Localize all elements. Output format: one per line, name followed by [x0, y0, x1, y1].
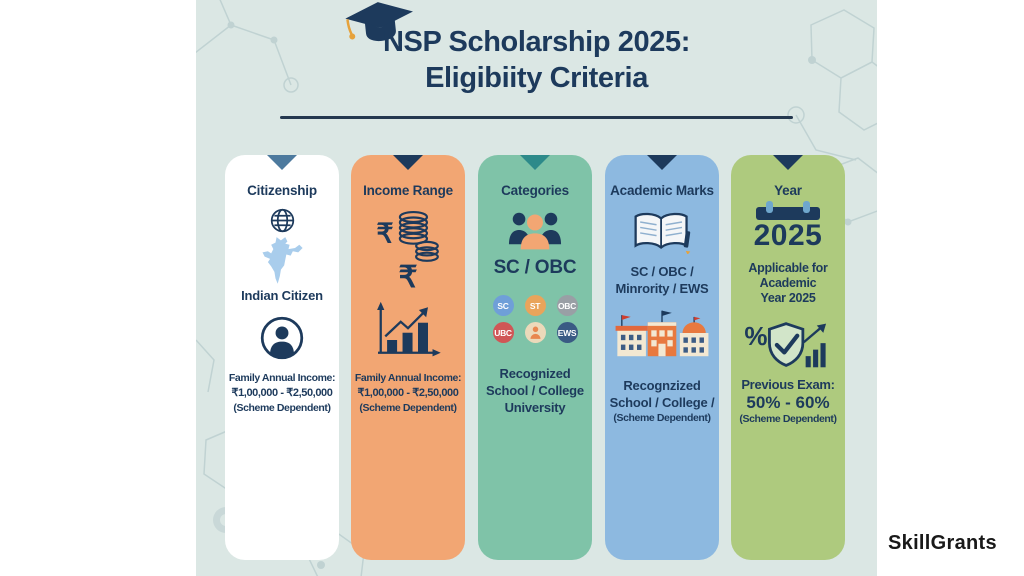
year-value: 2025: [753, 219, 823, 252]
growth-bar-chart-icon: [377, 301, 441, 357]
category-badge-st: ST: [524, 295, 546, 316]
card-notch: [393, 155, 423, 170]
india-map-icon: [262, 237, 303, 284]
footer-line: University: [504, 400, 566, 415]
footer-line: (Scheme Dependent): [739, 413, 837, 425]
percent-shield-check-icon: %: [744, 321, 827, 368]
graduation-cap-icon: [345, 2, 413, 42]
person-circle-icon: [260, 316, 304, 360]
citizenship-label: Indian Citizen: [241, 288, 323, 303]
footer-line: School / College /: [609, 395, 715, 410]
footer-line: 50% - 60%: [746, 393, 830, 412]
applicable-line: Academic: [759, 276, 817, 290]
svg-text:%: %: [744, 321, 767, 351]
footer-line: School / College: [486, 383, 584, 398]
card-categories: Categories SC / OBC SC ST OBC UBC: [478, 155, 592, 560]
svg-text:₹: ₹: [376, 217, 393, 248]
footer-line: Family Annual Income:: [228, 372, 336, 384]
card-notch: [773, 155, 803, 170]
card-citizenship: Citizenship Indian Citizen: [225, 155, 339, 560]
footer-line: Recognized: [499, 366, 571, 381]
person-badge-icon: [529, 326, 541, 339]
card-notch: [267, 155, 297, 170]
card-notch: [647, 155, 677, 170]
open-book-icon: [634, 212, 691, 254]
categories-label: SC / OBC: [493, 257, 577, 278]
category-badge-person: [524, 322, 546, 343]
applicable-line: Year 2025: [760, 291, 816, 305]
footer-line: (Scheme Dependent): [359, 402, 457, 414]
marks-categories-line2: Minrority / EWS: [615, 281, 709, 296]
category-badge-ubc: UBC: [492, 322, 514, 343]
category-badges: SC ST OBC UBC EWS: [478, 295, 592, 343]
globe-icon: [270, 208, 294, 233]
card-year: Year 2025 Applicable for Academic Year 2…: [731, 155, 845, 560]
footer-line: ₹1,00,000 - ₹2,50,000: [231, 387, 333, 399]
people-group-icon: [508, 212, 562, 250]
card-title: Income Range: [363, 183, 453, 198]
category-badge-sc: SC: [492, 295, 514, 316]
card-title: Year: [774, 183, 802, 198]
calendar-bar-icon: [756, 201, 820, 220]
rupee-symbol: ₹: [398, 261, 418, 294]
card-title: Academic Marks: [610, 183, 714, 198]
page-title-line2: Eligibiity Criteria: [425, 62, 648, 94]
card-income-range: Income Range ₹ ₹: [351, 155, 465, 560]
footer-line: ₹1,00,000 - ₹2,50,000: [357, 387, 459, 399]
infographic-panel: NSP Scholarship 2025: Eligibiity Criteri…: [196, 0, 877, 576]
rupee-coins-icon: ₹: [376, 210, 439, 262]
card-academic-marks: Academic Marks SC / OBC / Minrority / EW…: [605, 155, 719, 560]
page-header: NSP Scholarship 2025: Eligibiity Criteri…: [196, 24, 877, 96]
marks-categories-line1: SC / OBC /: [630, 264, 694, 279]
footer-line: Previous Exam:: [741, 377, 835, 392]
skillgrants-watermark: SkillGrants: [888, 532, 997, 554]
school-buildings-icon: [615, 310, 709, 357]
card-notch: [520, 155, 550, 170]
category-badge-ews: EWS: [556, 322, 578, 343]
applicable-line: Applicable for: [748, 261, 828, 275]
footer-line: (Scheme Dependent): [613, 412, 711, 424]
page-title-line1: NSP Scholarship 2025:: [383, 26, 690, 58]
category-badge-obc: OBC: [556, 295, 578, 316]
footer-line: Family Annual Income:: [354, 372, 462, 384]
title-divider: [280, 116, 793, 119]
card-title: Categories: [501, 183, 569, 198]
footer-line: Recognzized: [623, 378, 701, 393]
card-title: Citizenship: [247, 183, 317, 198]
footer-line: (Scheme Dependent): [233, 402, 331, 414]
